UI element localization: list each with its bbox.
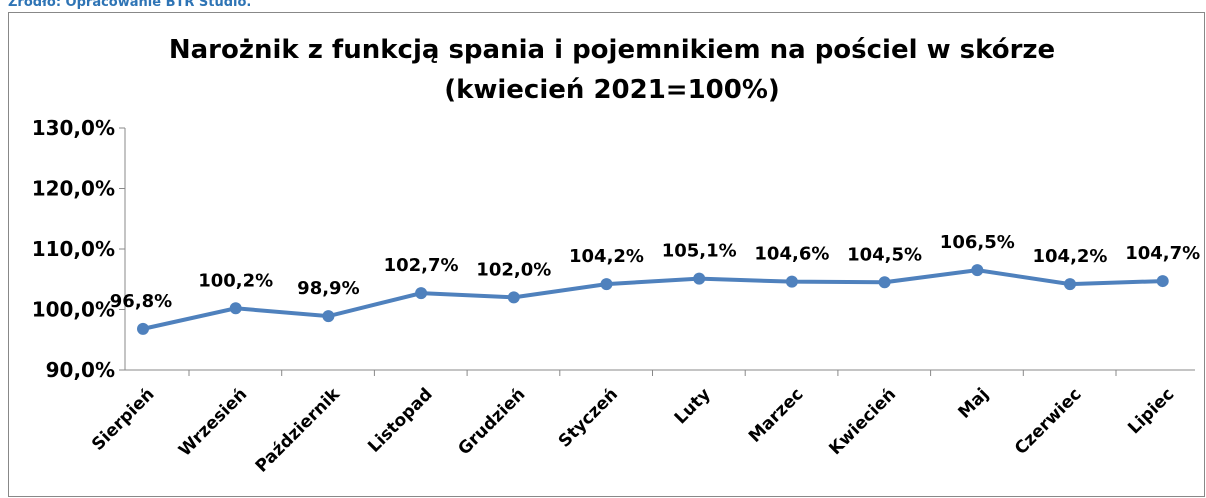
data-point — [785, 275, 798, 288]
x-tick-label: Marzec — [745, 384, 807, 446]
chart-border — [8, 12, 1205, 497]
y-tick-label: 110,0% — [32, 237, 115, 261]
data-point — [878, 276, 891, 289]
chart-subtitle: (kwiecień 2021=100%) — [444, 75, 780, 105]
source: Źródło: Opracowanie BTR Studio. — [8, 0, 251, 10]
data-label: 105,1% — [662, 241, 737, 262]
data-label: 104,6% — [754, 244, 829, 265]
data-point — [600, 278, 613, 291]
data-label: 106,5% — [940, 232, 1015, 253]
data-label: 104,2% — [569, 246, 644, 267]
data-point — [1064, 278, 1076, 291]
y-tick-label: 120,0% — [32, 177, 115, 201]
y-tick-label: 90,0% — [46, 358, 115, 382]
x-tick-label: Październik — [252, 384, 345, 477]
x-tick-label: Luty — [671, 384, 715, 428]
data-label: 104,7% — [1125, 243, 1200, 264]
data-point — [507, 291, 520, 304]
data-label: 96,8% — [110, 291, 172, 312]
x-tick-label: Kwiecień — [825, 384, 900, 459]
data-point — [693, 272, 706, 285]
data-label: 102,7% — [384, 255, 459, 276]
data-point — [1156, 275, 1169, 288]
data-point — [229, 302, 242, 315]
data-label: 100,2% — [198, 270, 273, 291]
data-point — [971, 264, 984, 277]
x-tick-label: Grudzień — [454, 384, 529, 459]
y-tick-label: 100,0% — [32, 298, 115, 322]
data-label: 104,2% — [1033, 246, 1108, 267]
y-tick-label: 130,0% — [32, 116, 115, 140]
chart-title: Narożnik z funkcją spania i pojemnikiem … — [169, 35, 1055, 65]
x-tick-label: Styczeń — [555, 384, 622, 451]
data-point — [322, 310, 335, 323]
x-tick-label: Sierpień — [88, 384, 158, 454]
data-label: 98,9% — [297, 278, 359, 299]
x-tick-label: Czerwiec — [1011, 384, 1086, 459]
series-line — [142, 268, 1163, 331]
x-tick-label: Listopad — [364, 384, 436, 456]
data-point — [415, 287, 428, 300]
data-point — [137, 322, 149, 335]
x-tick-label: Wrzesień — [175, 384, 251, 460]
data-label: 102,0% — [476, 259, 551, 280]
x-tick-label: Maj — [954, 384, 992, 422]
x-tick-label: Lipiec — [1124, 384, 1178, 438]
data-label: 104,5% — [847, 244, 922, 265]
